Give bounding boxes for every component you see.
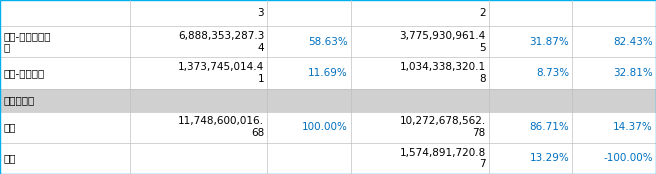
- Text: 国外-电池产品: 国外-电池产品: [3, 68, 45, 78]
- Text: 82.43%: 82.43%: [613, 37, 653, 47]
- Text: 31.87%: 31.87%: [529, 37, 569, 47]
- Text: 直销: 直销: [3, 122, 16, 132]
- Text: 10,272,678,562.
78: 10,272,678,562. 78: [400, 116, 485, 138]
- Text: 2: 2: [479, 8, 485, 18]
- Text: 58.63%: 58.63%: [308, 37, 348, 47]
- Bar: [0, 0, 656, 26]
- Bar: [0, 26, 656, 57]
- Text: 3: 3: [258, 8, 264, 18]
- Text: 32.81%: 32.81%: [613, 68, 653, 78]
- Text: -100.00%: -100.00%: [603, 153, 653, 163]
- Text: 100.00%: 100.00%: [302, 122, 348, 132]
- Bar: [0, 143, 656, 174]
- Text: 13.29%: 13.29%: [529, 153, 569, 163]
- Text: 6,888,353,287.3
4: 6,888,353,287.3 4: [178, 31, 264, 53]
- Bar: [0, 89, 656, 112]
- Bar: [0, 112, 656, 143]
- Text: 分销售模式: 分销售模式: [3, 95, 35, 105]
- Text: 3,775,930,961.4
5: 3,775,930,961.4 5: [400, 31, 485, 53]
- Text: 86.71%: 86.71%: [529, 122, 569, 132]
- Text: 经销: 经销: [3, 153, 16, 163]
- Text: 14.37%: 14.37%: [613, 122, 653, 132]
- Text: 1,034,338,320.1
8: 1,034,338,320.1 8: [400, 62, 485, 84]
- Text: 1,373,745,014.4
1: 1,373,745,014.4 1: [178, 62, 264, 84]
- Text: 1,574,891,720.8
7: 1,574,891,720.8 7: [400, 148, 485, 169]
- Text: 11,748,600,016.
68: 11,748,600,016. 68: [178, 116, 264, 138]
- Text: 11.69%: 11.69%: [308, 68, 348, 78]
- Text: 国内-再生资源产
品: 国内-再生资源产 品: [3, 31, 51, 53]
- Bar: [0, 57, 656, 89]
- Text: 8.73%: 8.73%: [536, 68, 569, 78]
